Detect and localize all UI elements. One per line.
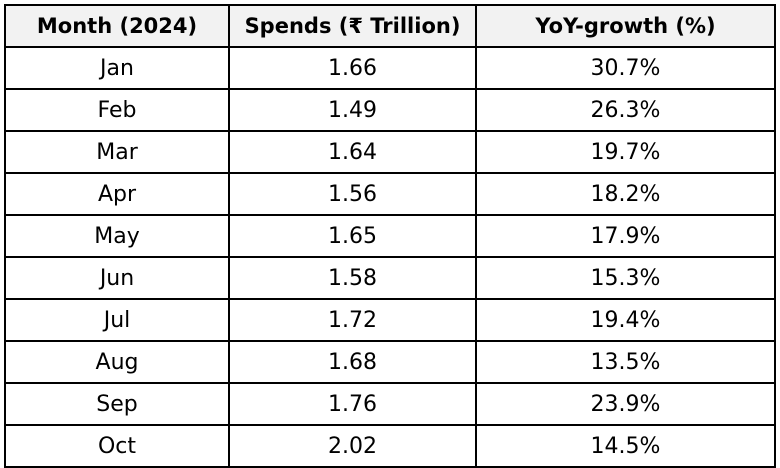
cell-yoy-growth: 19.7%	[475, 130, 776, 174]
cell-yoy-growth: 23.9%	[475, 382, 776, 426]
cell-yoy-growth: 17.9%	[475, 214, 776, 258]
cell-yoy-growth: 19.4%	[475, 298, 776, 342]
cell-spends: 1.68	[228, 340, 477, 384]
cell-spends: 1.56	[228, 172, 477, 216]
cell-yoy-growth: 18.2%	[475, 172, 776, 216]
table-row: Sep 1.76 23.9%	[4, 382, 776, 426]
table-row: May 1.65 17.9%	[4, 214, 776, 258]
cell-yoy-growth: 15.3%	[475, 256, 776, 300]
cell-month: Apr	[4, 172, 230, 216]
cell-month: Aug	[4, 340, 230, 384]
cell-month: Jul	[4, 298, 230, 342]
cell-month: Jan	[4, 46, 230, 90]
cell-yoy-growth: 14.5%	[475, 424, 776, 468]
table-row: Feb 1.49 26.3%	[4, 88, 776, 132]
cell-month: Feb	[4, 88, 230, 132]
table-row: Mar 1.64 19.7%	[4, 130, 776, 174]
cell-spends: 1.64	[228, 130, 477, 174]
cell-spends: 2.02	[228, 424, 477, 468]
cell-yoy-growth: 26.3%	[475, 88, 776, 132]
cell-month: Oct	[4, 424, 230, 468]
table-header: Month (2024) Spends (₹ Trillion) YoY-gro…	[4, 4, 776, 48]
cell-month: May	[4, 214, 230, 258]
table-row: Apr 1.56 18.2%	[4, 172, 776, 216]
table-row: Jun 1.58 15.3%	[4, 256, 776, 300]
cell-spends: 1.49	[228, 88, 477, 132]
table-row: Aug 1.68 13.5%	[4, 340, 776, 384]
table-row: Oct 2.02 14.5%	[4, 424, 776, 468]
cell-spends: 1.58	[228, 256, 477, 300]
spends-table: Month (2024) Spends (₹ Trillion) YoY-gro…	[4, 4, 776, 468]
cell-spends: 1.65	[228, 214, 477, 258]
cell-yoy-growth: 13.5%	[475, 340, 776, 384]
cell-spends: 1.76	[228, 382, 477, 426]
cell-spends: 1.72	[228, 298, 477, 342]
cell-month: Mar	[4, 130, 230, 174]
cell-spends: 1.66	[228, 46, 477, 90]
spends-table-container: Month (2024) Spends (₹ Trillion) YoY-gro…	[4, 4, 776, 468]
header-yoy-growth: YoY-growth (%)	[475, 4, 776, 48]
header-month: Month (2024)	[4, 4, 230, 48]
cell-yoy-growth: 30.7%	[475, 46, 776, 90]
cell-month: Jun	[4, 256, 230, 300]
table-body: Jan 1.66 30.7% Feb 1.49 26.3% Mar 1.64 1…	[4, 46, 776, 468]
header-spends: Spends (₹ Trillion)	[228, 4, 477, 48]
cell-month: Sep	[4, 382, 230, 426]
table-row: Jan 1.66 30.7%	[4, 46, 776, 90]
header-row: Month (2024) Spends (₹ Trillion) YoY-gro…	[4, 4, 776, 48]
table-row: Jul 1.72 19.4%	[4, 298, 776, 342]
